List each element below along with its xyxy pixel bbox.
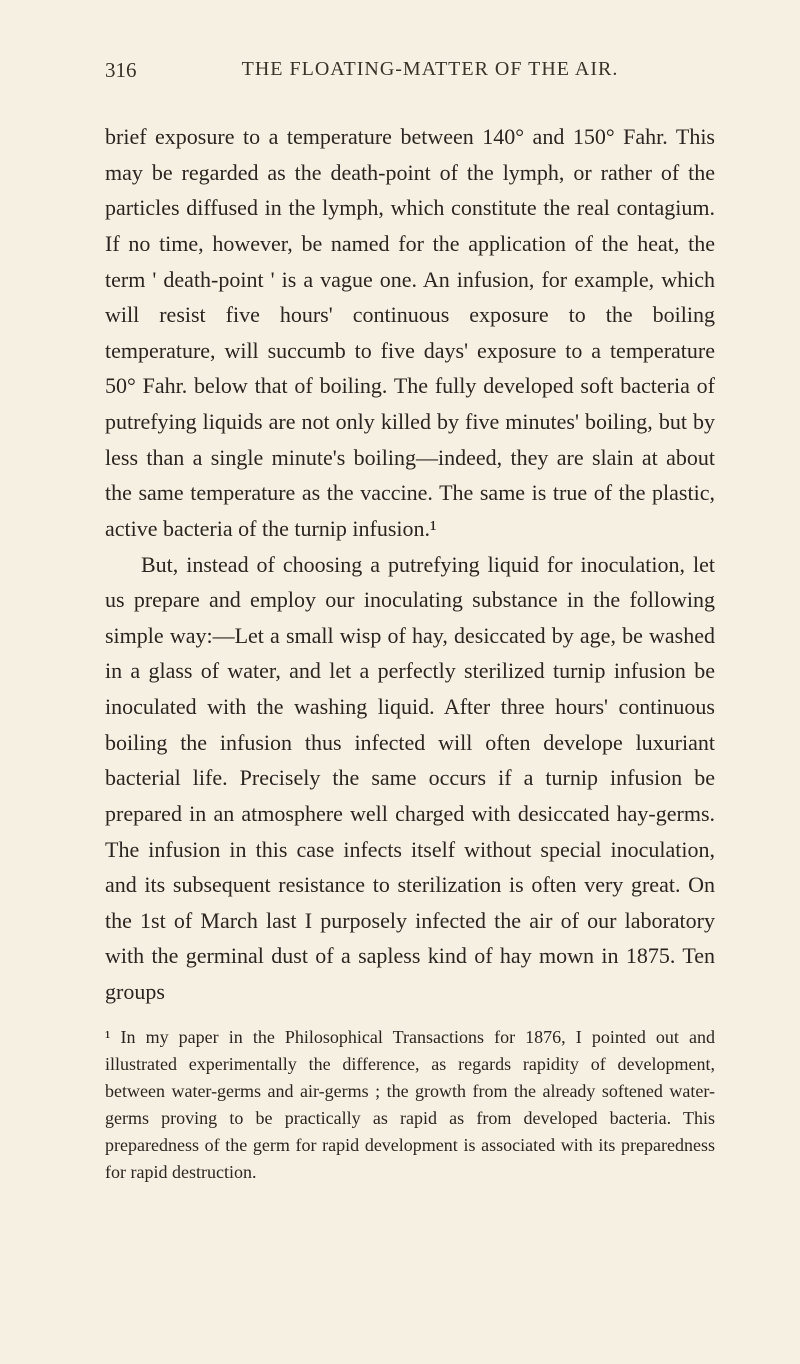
footnote-text: ¹ In my paper in the Philosophical Trans…: [105, 1027, 715, 1182]
page-header: THE FLOATING-MATTER OF THE AIR.: [105, 58, 715, 81]
page-number: 316: [105, 58, 137, 83]
paragraph-2: But, instead of choosing a putrefying li…: [105, 547, 715, 1010]
paragraph-1: brief exposure to a temperature between …: [105, 119, 715, 547]
body-text-container: brief exposure to a temperature between …: [105, 119, 715, 1010]
footnote: ¹ In my paper in the Philosophical Trans…: [105, 1024, 715, 1186]
